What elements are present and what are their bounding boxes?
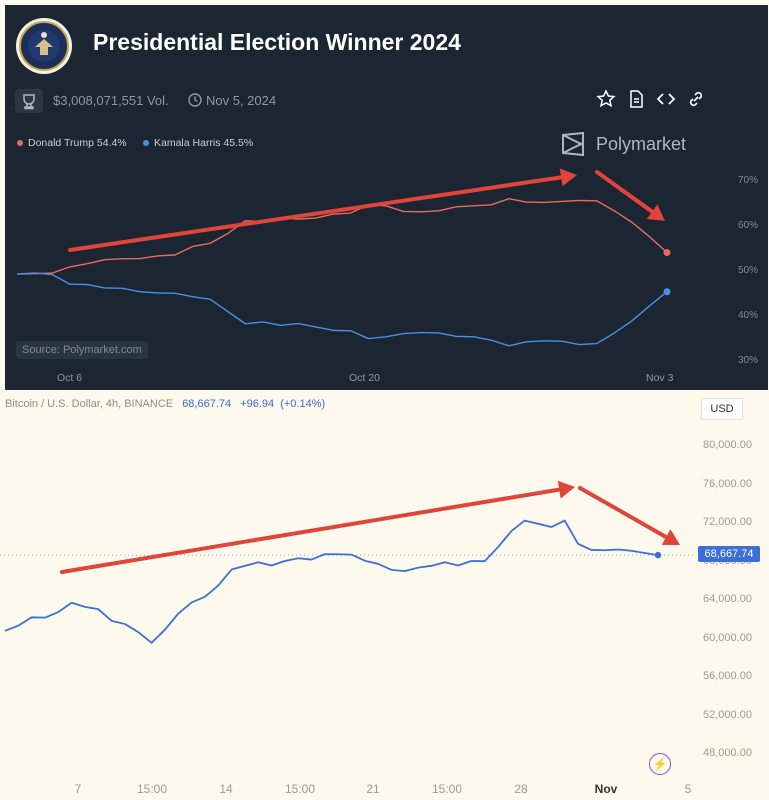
series-endpoint-trump xyxy=(663,249,671,257)
price-change-pct: (+0.14%) xyxy=(280,398,326,410)
election-line-chart xyxy=(16,168,671,347)
btc-last-point xyxy=(654,551,662,559)
bitcoin-line-chart xyxy=(0,480,695,644)
legend-label-trump: Donald Trump 54.4% xyxy=(28,137,127,149)
bx-tick-28: 28 xyxy=(514,782,528,796)
legend-dot-trump xyxy=(17,140,23,146)
lightning-icon[interactable]: ⚡ xyxy=(649,753,671,775)
by-tick-56000: 56,000.00 xyxy=(703,670,752,682)
trend-arrow-up xyxy=(68,168,577,252)
by-tick-80000: 80,000.00 xyxy=(703,439,752,451)
bitcoin-panel: Bitcoin / U.S. Dollar, 4h, BINANCE 68,66… xyxy=(0,390,769,800)
page-title: Presidential Election Winner 2024 xyxy=(93,29,461,55)
by-tick-64000: 64,000.00 xyxy=(703,593,752,605)
price-change: +96.94 xyxy=(240,398,275,410)
polymarket-panel: Presidential Election Winner 2024 $3,008… xyxy=(5,5,768,390)
polymarket-logo: Polymarket xyxy=(560,131,686,157)
document-icon[interactable] xyxy=(626,89,646,109)
by-tick-52000: 52,000.00 xyxy=(703,709,752,721)
action-bar xyxy=(596,89,706,113)
series-line-trump xyxy=(16,197,668,275)
legend-label-harris: Kamala Harris 45.5% xyxy=(154,137,254,149)
polymarket-logo-icon xyxy=(562,131,584,157)
bx-tick-1500c: 15:00 xyxy=(431,782,463,796)
star-icon[interactable] xyxy=(596,89,616,109)
current-price-label: 68,667.74 xyxy=(698,546,760,562)
bx-tick-7: 7 xyxy=(74,782,82,796)
y-tick-60: 60% xyxy=(737,220,758,231)
trend-arrow-up-head xyxy=(559,168,577,187)
series-line-harris xyxy=(16,272,668,347)
end-date: Nov 5, 2024 xyxy=(206,92,277,108)
btc-trend-arrow-up xyxy=(60,480,575,574)
volume-text: $3,008,071,551 Vol. xyxy=(53,92,169,108)
legend-harris: Kamala Harris 45.5% xyxy=(143,137,253,149)
symbol-name: Bitcoin / U.S. Dollar, 4h, BINANCE xyxy=(5,398,174,410)
bx-tick-1500b: 15:00 xyxy=(284,782,316,796)
by-tick-72000: 72,000.00 xyxy=(703,516,752,528)
x-tick-oct20: Oct 20 xyxy=(349,372,380,384)
by-tick-76000: 76,000.00 xyxy=(703,478,752,490)
trend-arrow-down-shaft xyxy=(595,170,655,214)
link-icon[interactable] xyxy=(686,89,706,109)
btc-trend-arrow-down xyxy=(578,486,680,545)
btc-trend-arrow-up-head xyxy=(557,480,575,499)
y-tick-40: 40% xyxy=(737,310,758,321)
trophy-icon xyxy=(15,89,43,113)
by-tick-60000: 60,000.00 xyxy=(703,632,752,644)
x-tick-oct6: Oct 6 xyxy=(57,372,83,384)
y-tick-70: 70% xyxy=(737,175,758,186)
bx-tick-nov: Nov xyxy=(594,782,618,796)
bx-tick-1500a: 15:00 xyxy=(136,782,168,796)
series-endpoint-harris xyxy=(663,288,671,296)
bx-tick-21: 21 xyxy=(366,782,380,796)
legend-dot-harris xyxy=(143,140,149,146)
by-tick-48000: 48,000.00 xyxy=(703,747,752,759)
trend-arrow-down-head xyxy=(646,204,665,221)
code-icon[interactable] xyxy=(656,89,676,109)
btc-price-line xyxy=(4,519,659,644)
source-label: Source: Polymarket.com xyxy=(16,341,148,359)
btc-trend-arrow-up-shaft xyxy=(60,487,562,574)
currency-button[interactable]: USD xyxy=(701,398,743,420)
clock-icon xyxy=(188,93,202,107)
bx-tick-14: 14 xyxy=(219,782,233,796)
x-tick-nov3: Nov 3 xyxy=(646,372,674,384)
btc-trend-arrow-down-shaft xyxy=(578,486,669,540)
brand-name: Polymarket xyxy=(596,133,687,154)
symbol-header: Bitcoin / U.S. Dollar, 4h, BINANCE 68,66… xyxy=(5,398,325,410)
legend-trump: Donald Trump 54.4% xyxy=(17,137,127,149)
trend-arrow-up-shaft xyxy=(68,175,564,252)
bx-tick-5: 5 xyxy=(684,782,692,796)
y-tick-30: 30% xyxy=(737,355,758,366)
last-price: 68,667.74 xyxy=(182,398,232,410)
y-tick-50: 50% xyxy=(737,265,758,276)
trend-arrow-down xyxy=(595,170,665,221)
btc-trend-arrow-down-head xyxy=(661,529,680,545)
presidential-seal-icon xyxy=(16,18,72,74)
